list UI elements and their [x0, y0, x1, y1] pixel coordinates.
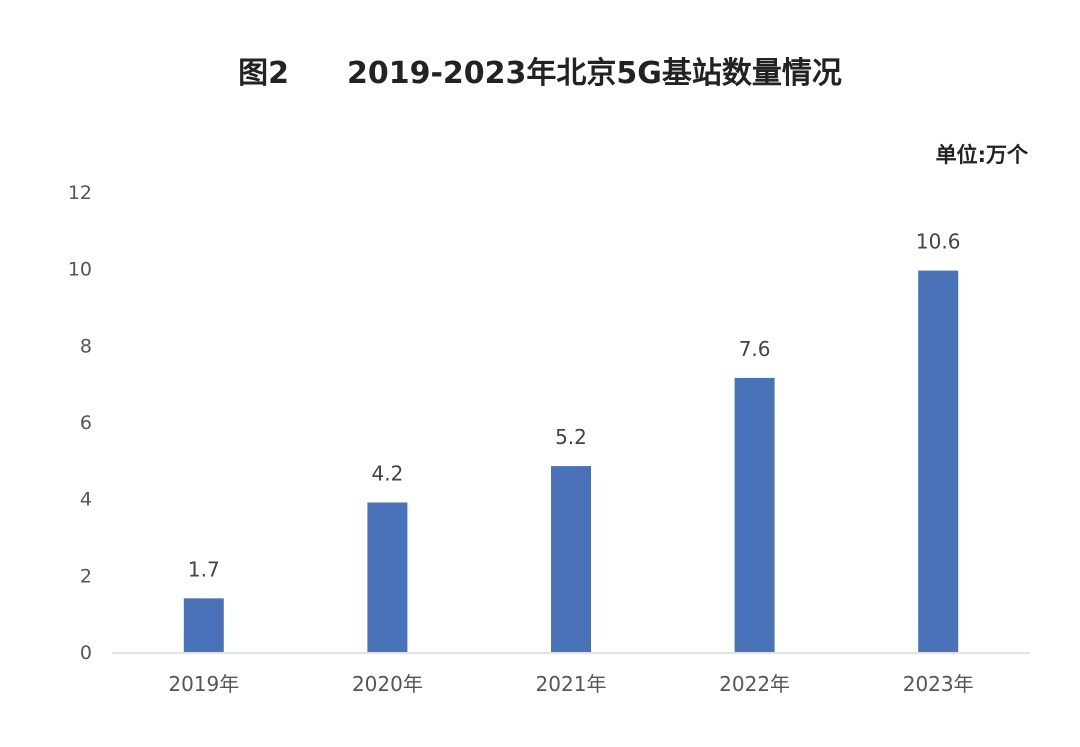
y-tick-label: 8 [80, 335, 92, 357]
x-category-label: 2021年 [536, 672, 607, 696]
data-label: 4.2 [371, 462, 403, 486]
data-label: 5.2 [555, 425, 587, 449]
y-tick-label: 6 [80, 412, 92, 434]
y-tick-label: 12 [68, 182, 92, 204]
x-category-label: 2020年 [352, 672, 423, 696]
bar [918, 270, 959, 652]
title-text: 2019-2023年北京5G基站数量情况 [346, 56, 842, 91]
chart-title: 图2 2019-2023年北京5G基站数量情况 [0, 48, 1080, 92]
figure-number: 图2 [238, 56, 289, 91]
x-category-label: 2019年 [168, 672, 239, 696]
unit-label: 单位:万个 [935, 143, 1028, 167]
y-tick-label: 2 [80, 565, 92, 587]
y-tick-label: 0 [80, 642, 92, 664]
x-category-label: 2022年 [719, 672, 790, 696]
bar [734, 377, 775, 652]
data-label: 1.7 [188, 557, 220, 581]
bar [551, 466, 591, 652]
bar [367, 502, 408, 652]
bar [183, 598, 224, 652]
data-label: 10.6 [916, 230, 961, 254]
data-label: 7.6 [739, 337, 771, 361]
x-category-label: 2023年 [903, 672, 974, 696]
y-tick-label: 4 [80, 489, 92, 511]
y-tick-label: 10 [68, 259, 92, 281]
